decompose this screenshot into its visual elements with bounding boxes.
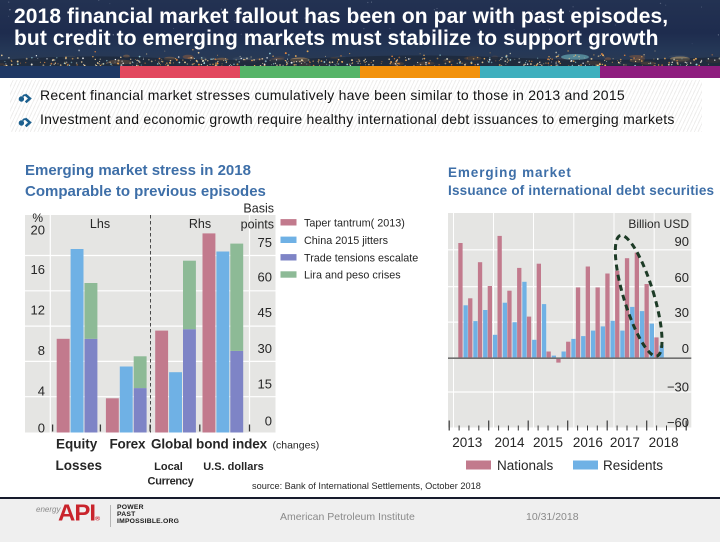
svg-text:15: 15 — [258, 377, 272, 392]
svg-text:4: 4 — [38, 384, 45, 399]
svg-text:20: 20 — [31, 223, 45, 238]
svg-text:Trade tensions escalate: Trade tensions escalate — [304, 252, 418, 264]
svg-text:8: 8 — [38, 343, 45, 358]
svg-text:12: 12 — [31, 303, 45, 318]
svg-text:16: 16 — [31, 262, 45, 277]
svg-text:2018: 2018 — [649, 435, 679, 450]
svg-text:0: 0 — [682, 341, 689, 356]
svg-text:90: 90 — [675, 234, 689, 249]
svg-text:2015: 2015 — [533, 435, 563, 450]
svg-text:Losses: Losses — [56, 458, 103, 473]
svg-text:Rhs: Rhs — [189, 217, 211, 231]
svg-text:2017: 2017 — [610, 435, 640, 450]
svg-text:Taper tantrum( 2013): Taper tantrum( 2013) — [304, 217, 405, 229]
svg-text:Local: Local — [154, 461, 183, 473]
svg-text:Residents: Residents — [603, 458, 663, 473]
svg-text:Global bond index: Global bond index — [151, 437, 268, 452]
svg-text:Currency: Currency — [148, 476, 195, 488]
svg-text:Basis: Basis — [243, 202, 274, 216]
svg-text:Billion USD: Billion USD — [628, 217, 689, 231]
svg-text:China 2015 jitters: China 2015 jitters — [304, 235, 389, 247]
svg-text:Equity: Equity — [56, 437, 98, 452]
svg-text:−30: −30 — [667, 379, 689, 394]
svg-text:Forex: Forex — [110, 437, 146, 452]
svg-text:2014: 2014 — [494, 435, 525, 450]
svg-text:source: Bank of International: source: Bank of International Settlement… — [252, 481, 481, 491]
svg-text:75: 75 — [258, 235, 272, 250]
svg-text:2016: 2016 — [573, 435, 603, 450]
svg-text:30: 30 — [675, 305, 689, 320]
svg-text:Lhs: Lhs — [90, 217, 110, 231]
svg-text:30: 30 — [258, 341, 272, 356]
svg-text:45: 45 — [258, 305, 272, 320]
svg-text:2013: 2013 — [452, 435, 482, 450]
svg-text:0: 0 — [38, 421, 45, 436]
svg-text:(changes): (changes) — [273, 440, 320, 452]
svg-text:60: 60 — [675, 270, 689, 285]
svg-text:60: 60 — [258, 270, 272, 285]
svg-text:points: points — [241, 218, 274, 232]
svg-text:Nationals: Nationals — [497, 458, 554, 473]
svg-text:0: 0 — [265, 414, 272, 429]
svg-text:Lira and peso crises: Lira and peso crises — [304, 270, 401, 282]
svg-text:U.S. dollars: U.S. dollars — [203, 461, 264, 473]
